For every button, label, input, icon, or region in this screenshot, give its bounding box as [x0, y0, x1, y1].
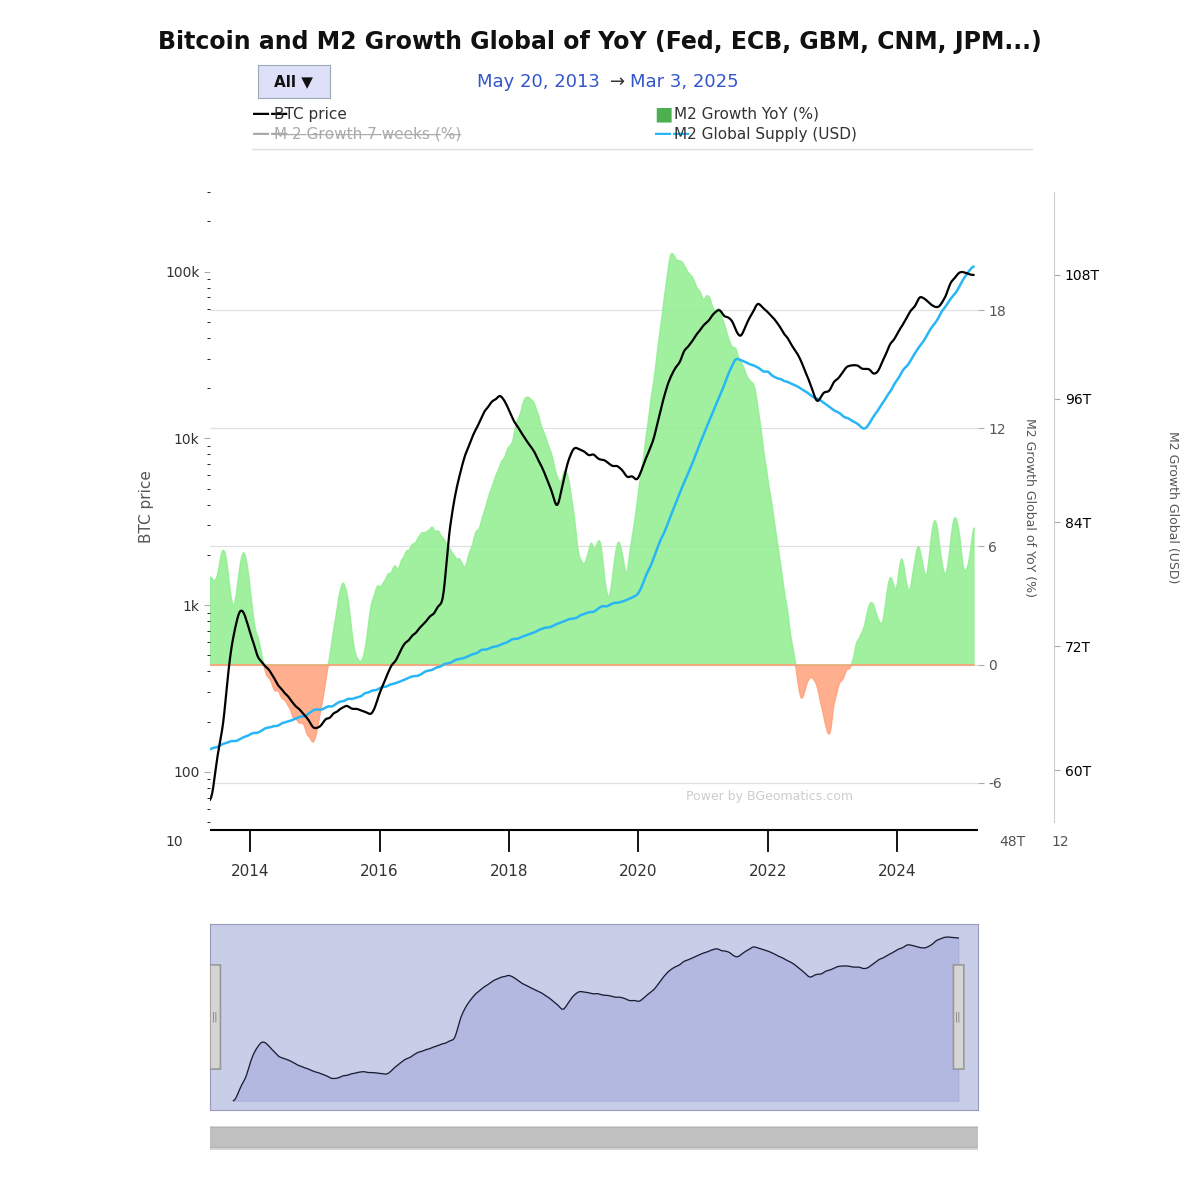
- FancyBboxPatch shape: [203, 1128, 985, 1147]
- Text: ■: ■: [654, 104, 672, 124]
- Text: Power by BGeomatics.com: Power by BGeomatics.com: [686, 790, 853, 803]
- Text: May 20, 2013: May 20, 2013: [478, 72, 600, 90]
- Text: ||: ||: [955, 1012, 961, 1022]
- FancyBboxPatch shape: [210, 965, 221, 1069]
- Text: ——: ——: [252, 126, 288, 144]
- Y-axis label: BTC price: BTC price: [139, 470, 154, 544]
- Text: 2024: 2024: [878, 864, 917, 878]
- Text: 2022: 2022: [749, 864, 787, 878]
- Text: 2015: 2015: [317, 1124, 349, 1138]
- Text: 2025: 2025: [931, 1124, 964, 1138]
- Text: ——: ——: [654, 126, 690, 144]
- Text: M̶ ̶2̶ ̶G̶r̶o̶w̶t̶h̶ ̶7̶ ̶w̶e̶e̶k̶s̶ ̶(̶%̶)̶: M̶ ̶2̶ ̶G̶r̶o̶w̶t̶h̶ ̶7̶ ̶w̶e̶e̶k̶s̶ ̶(̶…: [274, 127, 461, 142]
- FancyBboxPatch shape: [954, 965, 964, 1069]
- Text: 2016: 2016: [360, 864, 398, 878]
- Text: 10: 10: [166, 835, 184, 850]
- Y-axis label: M2 Growth Global of YoY (%): M2 Growth Global of YoY (%): [1022, 418, 1036, 596]
- Text: All ▼: All ▼: [275, 74, 313, 89]
- Text: 2018: 2018: [490, 864, 528, 878]
- Text: ||: ||: [211, 1012, 218, 1022]
- Text: 2020: 2020: [624, 1124, 656, 1138]
- Text: M2 Growth YoY (%): M2 Growth YoY (%): [674, 107, 820, 121]
- Text: 12: 12: [1051, 835, 1068, 850]
- Text: ——: ——: [252, 104, 288, 122]
- Text: BTC price: BTC price: [274, 107, 347, 121]
- Text: 48T: 48T: [1000, 835, 1026, 850]
- Text: Mar 3, 2025: Mar 3, 2025: [630, 72, 739, 90]
- Y-axis label: M2 Growth Global (USD): M2 Growth Global (USD): [1166, 431, 1180, 583]
- Text: Bitcoin and M2 Growth Global of YoY (Fed, ECB, GBM, CNM, JPM...): Bitcoin and M2 Growth Global of YoY (Fed…: [158, 30, 1042, 54]
- Text: 2014: 2014: [230, 864, 269, 878]
- Text: →: →: [611, 72, 625, 90]
- Text: M2 Global Supply (USD): M2 Global Supply (USD): [674, 127, 857, 142]
- Text: 2020: 2020: [619, 864, 658, 878]
